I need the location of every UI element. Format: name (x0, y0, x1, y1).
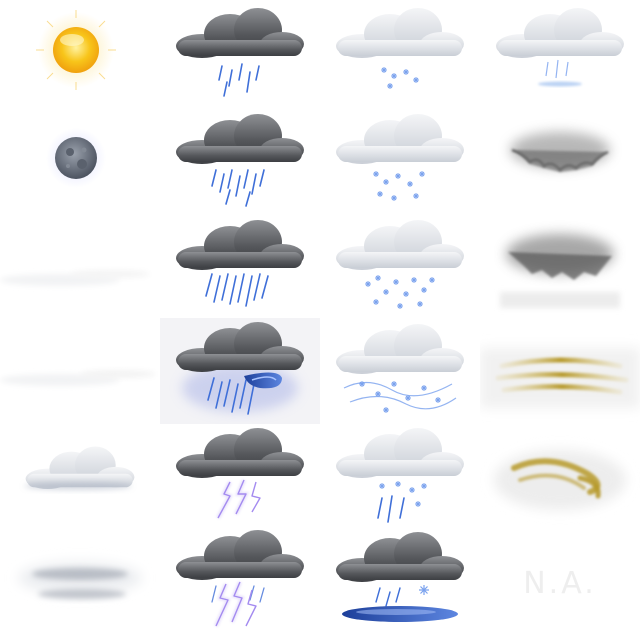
rain-moderate-icon (160, 106, 320, 212)
snow-showers-icon (320, 424, 480, 530)
rain-light-icon (160, 0, 320, 106)
rain-heavy-icon (160, 212, 320, 318)
snow-moderate-icon (320, 106, 480, 212)
tornado-sand-icon (480, 424, 640, 530)
dust-storm-icon (480, 212, 640, 318)
sun-icon (0, 0, 160, 106)
dust-cloud-icon (480, 106, 640, 212)
cloudy-icon (0, 424, 160, 530)
mist-faint-icon (0, 212, 160, 318)
rain-flood-icon (160, 318, 320, 424)
moon-icon (0, 106, 160, 212)
na-label: N.A. (523, 565, 597, 601)
fog-icon (0, 530, 160, 636)
snow-heavy-icon (320, 212, 480, 318)
mist-faint-2-icon (0, 318, 160, 424)
sleet-light-icon (480, 0, 640, 106)
thunderstorm-icon (160, 424, 320, 530)
snow-light-icon (320, 0, 480, 106)
sandstorm-icon (480, 318, 640, 424)
not-available-icon: N.A. (480, 530, 640, 636)
thunderstorm-heavy-icon (160, 530, 320, 636)
snow-blizzard-icon (320, 318, 480, 424)
freezing-rain-icon (320, 530, 480, 636)
